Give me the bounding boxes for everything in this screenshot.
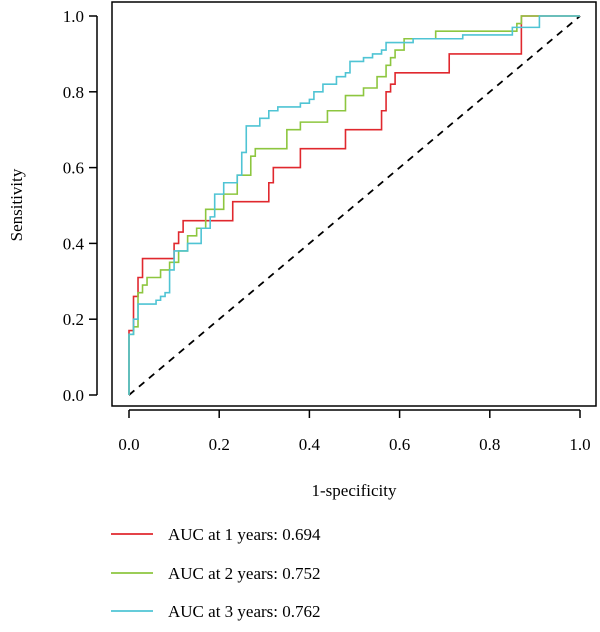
x-tick-label: 0.2: [209, 435, 230, 454]
y-tick-label: 0.0: [63, 386, 84, 405]
x-axis-label: 1-specificity: [312, 481, 397, 500]
x-tick-label: 1.0: [569, 435, 590, 454]
y-tick-label: 0.4: [63, 234, 85, 253]
x-tick-label: 0.6: [389, 435, 410, 454]
series-layer: [128, 15, 580, 395]
x-tick-label: 0.8: [479, 435, 500, 454]
y-axis: 0.0 0.2 0.4 0.6 0.8 1.0: [63, 7, 98, 405]
y-tick-label: 0.8: [63, 83, 84, 102]
series-3-line: [128, 15, 580, 395]
series-2-line: [128, 15, 580, 395]
legend-label-1: AUC at 1 years: 0.694: [168, 525, 321, 544]
x-axis: 0.0 0.2 0.4 0.6 0.8 1.0: [118, 409, 591, 454]
legend-label-2: AUC at 2 years: 0.752: [168, 564, 321, 583]
plot-frame: [111, 1, 597, 407]
x-tick-label: 0.4: [299, 435, 321, 454]
legend-label-3: AUC at 3 years: 0.762: [168, 602, 321, 621]
reference-layer: [128, 15, 581, 396]
y-tick-label: 1.0: [63, 7, 84, 26]
y-tick-label: 0.6: [63, 159, 84, 178]
series-1-line: [128, 15, 580, 395]
y-tick-label: 0.2: [63, 310, 84, 329]
reference-diagonal-line: [128, 15, 581, 396]
y-axis-label: Sensitivity: [7, 168, 26, 241]
legend: AUC at 1 years: 0.694 AUC at 2 years: 0.7…: [111, 525, 321, 621]
x-tick-label: 0.0: [118, 435, 139, 454]
